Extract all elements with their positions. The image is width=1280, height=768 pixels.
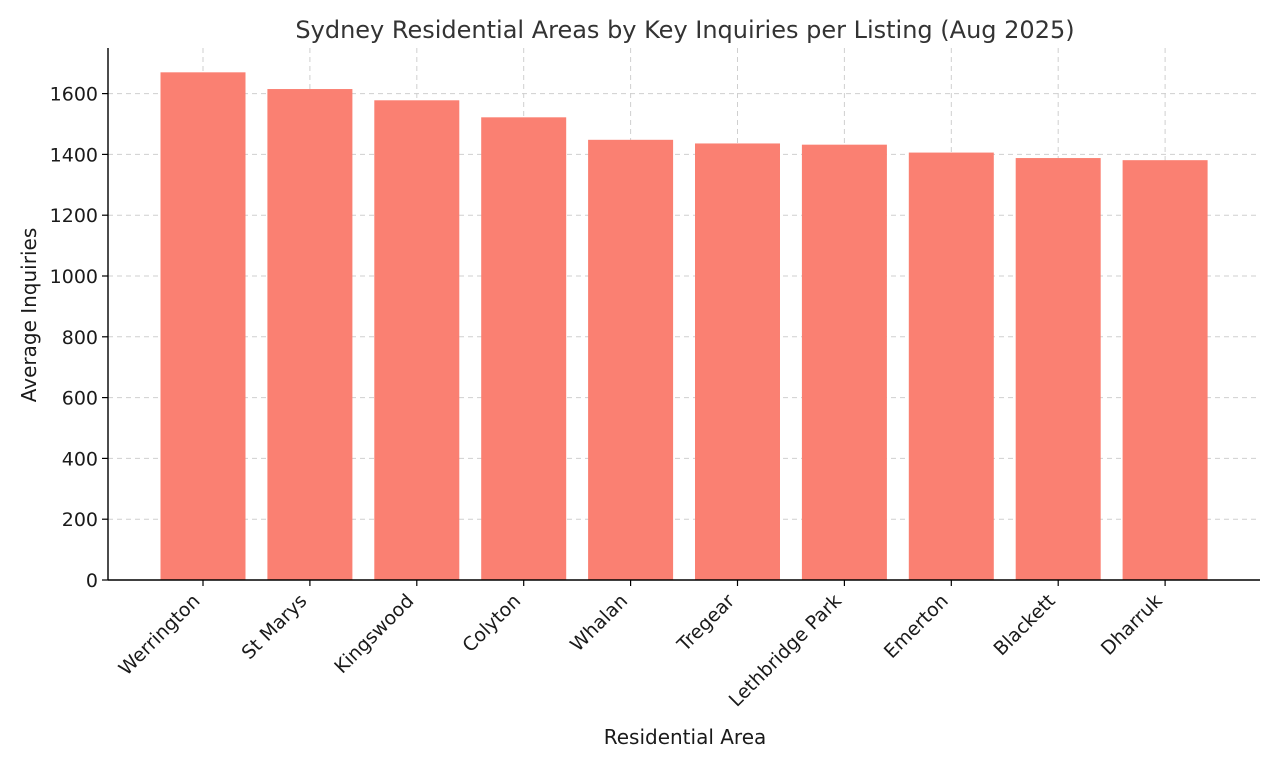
y-tick-label: 1400 <box>50 144 98 166</box>
x-tick-label: Blackett <box>989 590 1059 660</box>
x-tick-label: Whalan <box>566 590 632 656</box>
bar <box>374 100 460 581</box>
bar <box>801 144 887 580</box>
x-tick-label: Werrington <box>115 590 205 680</box>
y-tick-label: 1600 <box>50 84 98 106</box>
bar <box>1015 158 1101 580</box>
y-tick-label: 600 <box>62 388 98 410</box>
bar <box>160 72 246 580</box>
bar <box>1122 160 1208 580</box>
x-axis-label: Residential Area <box>604 725 767 749</box>
x-tick-label: Tregear <box>672 590 739 657</box>
x-tick-label: Dharruk <box>1097 590 1167 660</box>
y-tick-label: 1200 <box>50 205 98 227</box>
bar <box>267 89 353 580</box>
bar <box>588 139 674 581</box>
bar <box>908 152 994 581</box>
y-tick-label: 800 <box>62 327 98 349</box>
y-tick-label: 200 <box>62 509 98 531</box>
y-tick-label: 0 <box>86 570 98 592</box>
x-tick-label: Kingswood <box>330 590 418 678</box>
x-tick-label: Lethbridge Park <box>725 590 846 711</box>
x-tick-label: Colyton <box>458 590 525 657</box>
x-tick-label: Emerton <box>880 590 953 663</box>
y-tick-label: 400 <box>62 448 98 470</box>
axes-layer <box>107 48 1260 581</box>
x-tick-label: St Marys <box>238 590 312 664</box>
bar <box>695 143 780 580</box>
bar <box>481 117 567 580</box>
chart-title: Sydney Residential Areas by Key Inquirie… <box>295 16 1074 44</box>
y-tick-label: 1000 <box>50 266 98 288</box>
y-axis-label: Average Inquiries <box>17 228 41 403</box>
bars-layer <box>160 72 1208 581</box>
